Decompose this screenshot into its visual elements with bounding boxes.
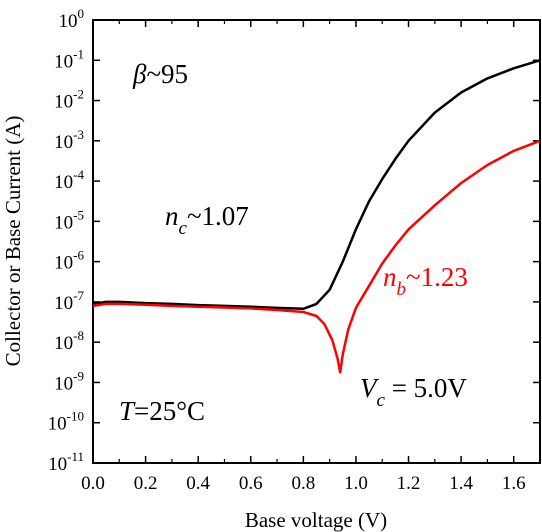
plot-frame	[92, 19, 541, 464]
series-line-collector	[92, 59, 541, 311]
y-tick-label: 10-4	[54, 167, 84, 193]
annotation-nb: nb~1.23	[383, 262, 468, 300]
y-tick-label: 10-6	[54, 248, 84, 274]
y-tick-label: 10-2	[54, 87, 84, 113]
series-lines	[92, 59, 541, 374]
y-tick-label: 100	[59, 6, 85, 32]
y-tick-label: 10-11	[48, 449, 84, 475]
y-tick-label: 10-5	[54, 207, 84, 233]
series-line-base	[92, 139, 541, 374]
y-axis-title: Collector or Base Current (A)	[1, 116, 25, 367]
y-tick-label: 10-9	[54, 368, 84, 394]
annotation-temperature: T=25°C	[119, 396, 205, 426]
y-tick-label: 10-10	[48, 409, 84, 435]
x-tick-label: 0.8	[291, 473, 315, 494]
x-tick-label: 0.4	[186, 473, 210, 494]
y-tick-label: 10-3	[54, 127, 84, 153]
x-tick-label: 1.6	[502, 473, 526, 494]
ticks	[92, 19, 541, 464]
y-tick-label: 10-7	[54, 288, 84, 314]
tick-labels: 0.0 0.2 0.4 0.6 0.8 1.0 1.2 1.4 1.6 100 10-1 10-2 10…	[48, 6, 526, 494]
annotation-nc: nc~1.07	[165, 201, 249, 239]
x-tick-label: 1.2	[397, 473, 421, 494]
annotation-beta: β~95	[132, 59, 188, 89]
x-tick-label: 0.2	[134, 473, 158, 494]
annotation-vc: Vc = 5.0V	[360, 373, 467, 411]
x-tick-label: 1.4	[449, 473, 473, 494]
y-tick-label: 10-8	[54, 328, 84, 354]
y-tick-label: 10-1	[54, 46, 84, 72]
x-tick-label: 0.6	[239, 473, 263, 494]
x-axis-title: Base voltage (V)	[245, 508, 387, 532]
x-tick-label: 0.0	[81, 473, 105, 494]
x-tick-label: 1.0	[344, 473, 368, 494]
